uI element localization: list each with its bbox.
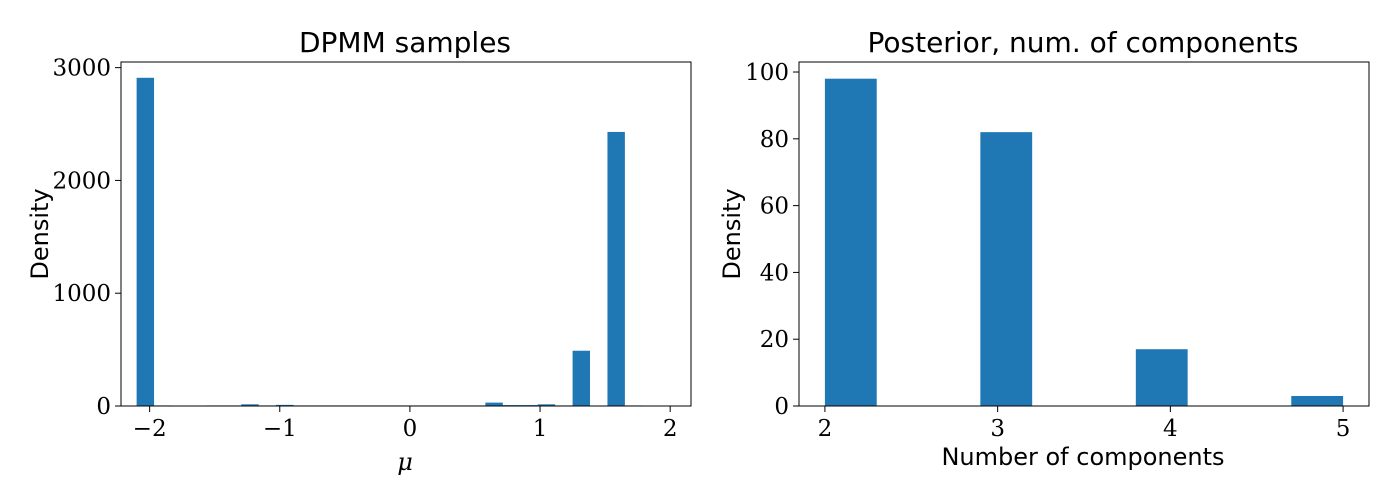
histogram-bar xyxy=(537,404,556,406)
y-tick-label: 0 xyxy=(774,394,789,420)
x-tick-label: 2 xyxy=(818,416,833,442)
bars xyxy=(136,77,643,406)
y-tick-label: 80 xyxy=(760,127,789,153)
histogram-bar xyxy=(1135,349,1188,406)
y-tick-label: 2000 xyxy=(52,168,111,194)
y-tick-label: 20 xyxy=(760,327,789,353)
histogram-bar xyxy=(241,404,259,406)
y-tick-label: 60 xyxy=(760,194,789,220)
y-axis-label: Density xyxy=(718,188,746,279)
x-tick-label: 4 xyxy=(1163,416,1178,442)
x-tick-label: 1 xyxy=(533,416,548,442)
x-axis-label: Number of components xyxy=(941,443,1224,471)
y-tick-label: 3000 xyxy=(52,56,111,82)
x-ticks: 2 3 4 5 xyxy=(818,406,1351,442)
plot-frame xyxy=(120,61,692,407)
x-tick-label: −1 xyxy=(263,416,297,442)
histogram-bar xyxy=(485,402,503,406)
y-tick-label: 100 xyxy=(745,60,789,86)
bars xyxy=(824,78,1344,406)
x-ticks: −2 −1 0 1 2 xyxy=(133,406,678,442)
chart-title: DPMM samples xyxy=(299,26,511,59)
x-tick-label: 5 xyxy=(1336,416,1351,442)
y-ticks: 0 1000 2000 3000 xyxy=(52,56,121,420)
y-axis-label: Density xyxy=(26,188,54,279)
y-tick-label: 40 xyxy=(760,260,789,286)
y-ticks: 0 20 40 60 80 100 xyxy=(745,60,799,420)
x-axis-label: μ xyxy=(397,448,413,476)
histogram-bar xyxy=(276,404,294,406)
histogram-bar xyxy=(1291,395,1344,406)
x-tick-label: −2 xyxy=(133,416,167,442)
y-tick-label: 1000 xyxy=(52,281,111,307)
histogram-bar xyxy=(572,350,591,406)
histogram-bar xyxy=(980,132,1033,406)
posterior-components-panel: Posterior, num. of components Density Nu… xyxy=(718,26,1370,471)
histogram-bar xyxy=(136,77,155,406)
chart-title: Posterior, num. of components xyxy=(868,26,1299,59)
x-tick-label: 0 xyxy=(403,416,418,442)
x-tick-label: 3 xyxy=(990,416,1005,442)
histogram-bar xyxy=(824,78,877,406)
y-tick-label: 0 xyxy=(96,394,111,420)
x-tick-label: 2 xyxy=(663,416,678,442)
plot-frame xyxy=(798,61,1370,407)
histogram-bar xyxy=(607,131,625,406)
dpmm-samples-panel: DPMM samples Density μ −2 −1 0 1 2 0 1000 2000… xyxy=(26,26,692,476)
